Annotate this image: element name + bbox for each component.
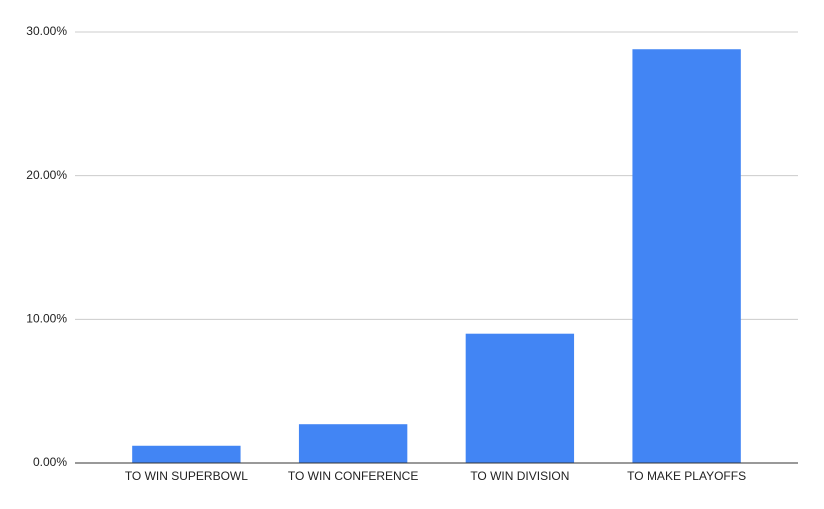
y-tick-label: 30.00%	[26, 24, 67, 38]
y-tick-label: 10.00%	[26, 312, 67, 326]
bar	[632, 49, 741, 464]
x-tick-label: TO WIN CONFERENCE	[288, 469, 418, 483]
y-tick-label: 0.00%	[33, 455, 67, 469]
bar	[298, 424, 408, 463]
x-tick-label: TO WIN DIVISION	[470, 469, 569, 483]
bar	[132, 445, 241, 463]
bar	[465, 333, 575, 463]
x-tick-label: TO MAKE PLAYOFFS	[627, 469, 746, 483]
x-tick-label: TO WIN SUPERBOWL	[125, 469, 248, 483]
y-tick-label: 20.00%	[26, 168, 67, 182]
